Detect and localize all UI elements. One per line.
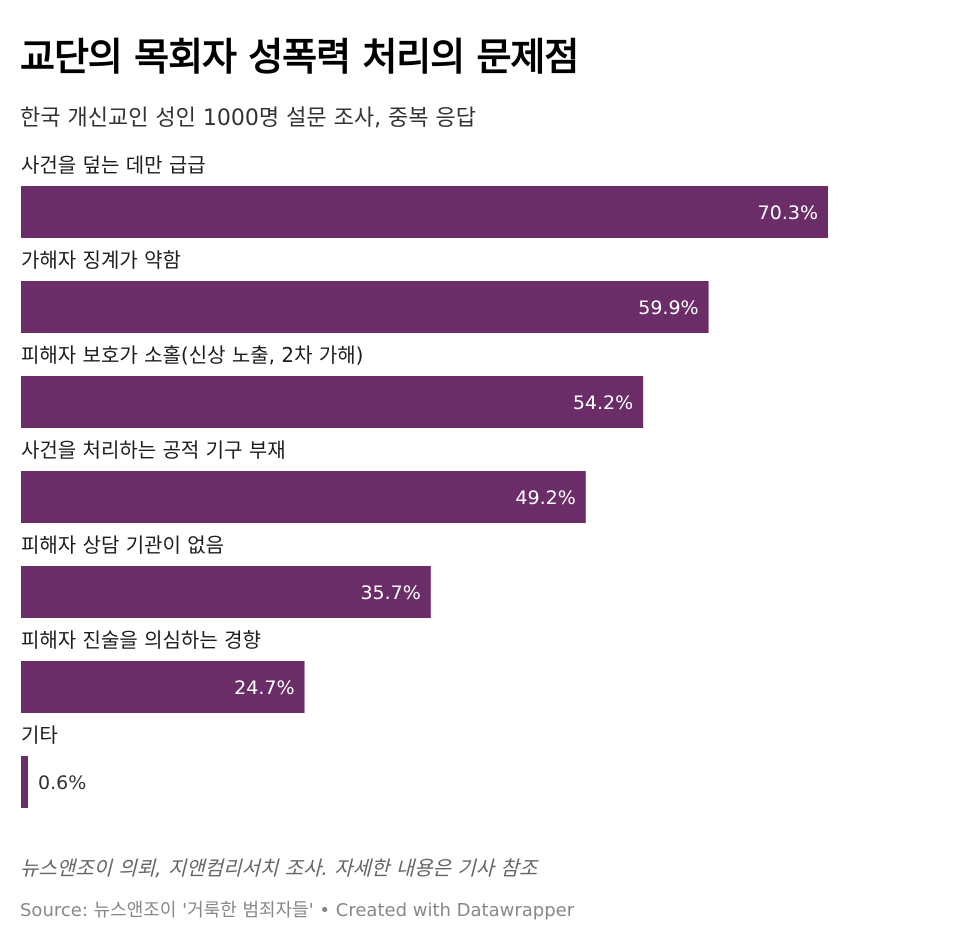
- chart-title: 교단의 목회자 성폭력 처리의 문제점: [20, 35, 579, 79]
- value-label: 0.6%: [38, 772, 86, 794]
- value-label: 54.2%: [573, 392, 633, 414]
- category-label: 기타: [21, 723, 58, 747]
- category-label: 피해자 상담 기관이 없음: [21, 533, 224, 557]
- value-label: 49.2%: [515, 487, 575, 509]
- bar: [21, 186, 828, 238]
- chart-source: Source: 뉴스앤조이 '거룩한 범죄자들' • Created with …: [20, 896, 574, 922]
- chart-note: 뉴스앤조이 의뢰, 지앤컴리서치 조사. 자세한 내용은 기사 참조: [20, 856, 538, 880]
- value-label: 70.3%: [758, 202, 818, 224]
- category-label: 피해자 보호가 소홀(신상 노출, 2차 가해): [21, 343, 363, 367]
- value-label: 24.7%: [234, 677, 294, 699]
- chart-subtitle: 한국 개신교인 성인 1000명 설문 조사, 중복 응답: [20, 106, 477, 131]
- category-label: 사건을 처리하는 공적 기구 부재: [21, 438, 286, 462]
- value-label: 59.9%: [638, 297, 698, 319]
- bar: [21, 376, 644, 428]
- bar: [21, 566, 431, 618]
- source-separator: •: [319, 900, 331, 921]
- category-label: 피해자 진술을 의심하는 경향: [21, 628, 261, 652]
- category-label: 사건을 덮는 데만 급급: [21, 153, 206, 177]
- bar: [21, 471, 586, 523]
- source-text: 뉴스앤조이 '거룩한 범죄자들': [93, 900, 314, 921]
- credit-text: Created with Datawrapper: [335, 900, 575, 921]
- bar: [21, 281, 709, 333]
- bar: [21, 756, 28, 808]
- bar: [21, 661, 305, 713]
- value-label: 35.7%: [360, 582, 420, 604]
- source-label: Source:: [20, 900, 88, 921]
- category-label: 가해자 징계가 약함: [21, 248, 181, 272]
